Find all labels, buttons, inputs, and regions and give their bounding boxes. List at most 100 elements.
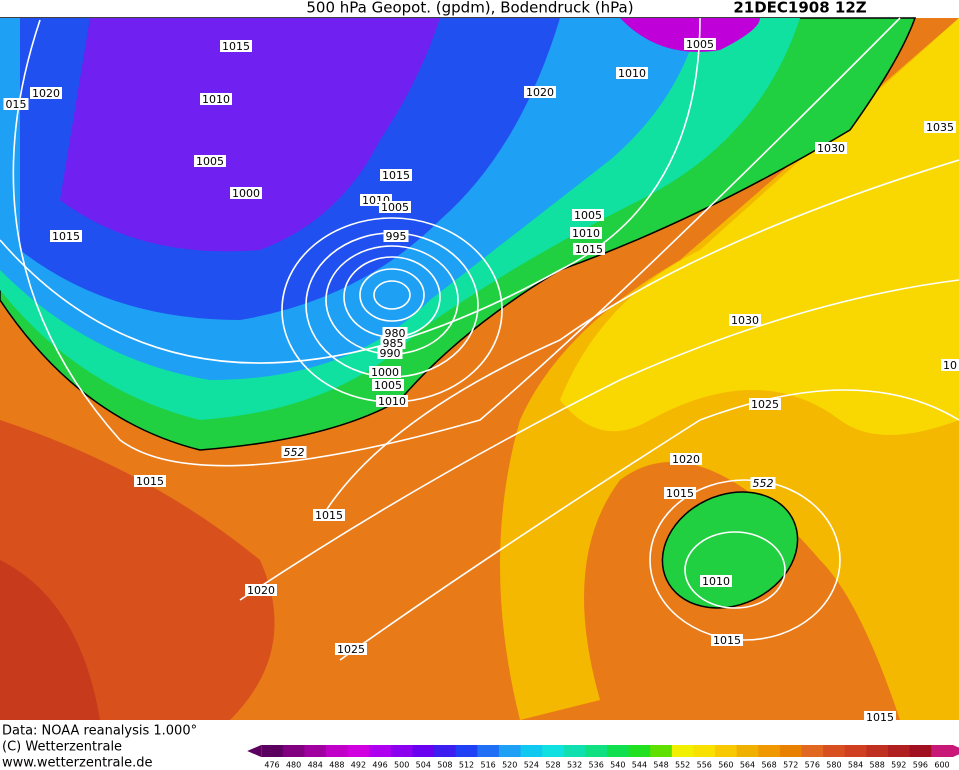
legend-label: 552 <box>675 761 690 770</box>
isobar-label: 995 <box>386 230 407 243</box>
legend-label: 592 <box>891 761 906 770</box>
isobar-label-box <box>750 477 776 489</box>
isobar-label: 1015 <box>713 634 741 647</box>
legend-swatch <box>887 745 911 757</box>
isobar-label: 990 <box>380 347 401 360</box>
legend-label: 516 <box>480 761 495 770</box>
isobar-label-box <box>729 314 761 326</box>
legend-label: 568 <box>761 761 776 770</box>
legend-label: 492 <box>351 761 366 770</box>
isobar-label-box <box>572 209 604 221</box>
isobar-label-box <box>924 121 956 133</box>
legend-label: 532 <box>567 761 582 770</box>
legend-arrow-left <box>247 745 262 757</box>
isobar-label: 1015 <box>315 509 343 522</box>
legend-swatch <box>823 745 846 757</box>
isobar-label: 1015 <box>866 711 894 724</box>
isobar-label-box <box>372 379 404 391</box>
isobar-label-box <box>864 711 896 723</box>
legend-swatch <box>412 745 435 757</box>
legend-label: 600 <box>934 761 949 770</box>
map-field <box>0 17 959 720</box>
legend-label: 576 <box>805 761 820 770</box>
isobar-label: 1030 <box>817 142 845 155</box>
isobar-label-box <box>815 142 847 154</box>
legend-swatch <box>650 745 673 757</box>
legend-swatch <box>715 745 738 757</box>
isobar-label: 10 <box>943 359 957 372</box>
isobar-label-box <box>383 230 409 242</box>
legend-swatch <box>369 745 392 757</box>
legend-arrow-right <box>952 745 959 757</box>
isobar-label: 985 <box>383 337 404 350</box>
isobar-label-box <box>380 337 406 349</box>
isobar-label: 552 <box>284 446 305 459</box>
legend-label: 520 <box>502 761 517 770</box>
isobar-label-box <box>376 395 408 407</box>
isobar-label: 1015 <box>136 475 164 488</box>
legend-swatch <box>563 745 586 757</box>
legend-label: 580 <box>826 761 841 770</box>
isobar-label: 1015 <box>382 169 410 182</box>
isobar-label: 980 <box>385 327 406 340</box>
isobar-label: 1025 <box>751 398 779 411</box>
legend-label: 488 <box>329 761 344 770</box>
map-date: 21DEC1908 12Z <box>733 0 866 17</box>
legend-label: 528 <box>545 761 560 770</box>
footer-line: Data: NOAA reanalysis 1.000° <box>2 724 197 739</box>
legend-label: 512 <box>459 761 474 770</box>
legend-label: 584 <box>848 761 863 770</box>
legend-swatch <box>434 745 457 757</box>
legend-swatch <box>844 745 867 757</box>
legend-swatch <box>931 745 954 757</box>
isobar-label-box <box>380 169 412 181</box>
legend-label: 496 <box>372 761 387 770</box>
isobar-label-box <box>245 584 277 596</box>
isobar-label: 1010 <box>702 575 730 588</box>
isobar-label-box <box>749 398 781 410</box>
legend-label: 588 <box>870 761 885 770</box>
isobar-label: 1010 <box>202 93 230 106</box>
isobar-label-box <box>281 446 307 458</box>
isobar-label: 1010 <box>378 395 406 408</box>
isobar-label-box <box>379 201 411 213</box>
isobar-label: 1020 <box>247 584 275 597</box>
legend-label: 476 <box>264 761 279 770</box>
isobar-label: 1015 <box>222 40 250 53</box>
legend-swatch <box>693 745 716 757</box>
legend-swatch <box>671 745 694 757</box>
legend-swatch <box>758 745 781 757</box>
isobar-label-box <box>134 475 166 487</box>
footer-line: www.wetterzentrale.de <box>2 756 152 770</box>
legend-label: 536 <box>589 761 604 770</box>
legend-swatch <box>326 745 349 757</box>
isobar-label: 552 <box>753 477 774 490</box>
legend-label: 480 <box>286 761 301 770</box>
legend-swatch <box>390 745 413 757</box>
isobar-label: 1015 <box>666 487 694 500</box>
legend-label: 560 <box>718 761 733 770</box>
legend-swatch <box>261 745 284 757</box>
isobar-label-box <box>377 347 403 359</box>
isobar-label-box <box>335 643 367 655</box>
isobar-label-box <box>200 93 232 105</box>
legend-label: 500 <box>394 761 409 770</box>
legend-swatch <box>282 745 305 757</box>
legend-swatch <box>779 745 803 757</box>
legend-label: 540 <box>610 761 625 770</box>
isobar-label-box <box>194 155 226 167</box>
legend-label: 524 <box>524 761 539 770</box>
isobar-label: 1020 <box>32 87 60 100</box>
isobar-label-box <box>700 575 732 587</box>
legend-swatch <box>304 745 327 757</box>
map-title: 500 hPa Geopot. (gpdm), Bodendruck (hPa) <box>306 0 633 17</box>
isobar-label-box <box>670 453 702 465</box>
isobar-label: 1000 <box>232 187 260 200</box>
legend-swatch <box>607 745 630 757</box>
legend-label: 508 <box>437 761 452 770</box>
footer-line: (C) Wetterzentrale <box>2 740 122 755</box>
isobar-label: 1035 <box>926 121 954 134</box>
legend-swatch <box>585 745 608 757</box>
legend-swatch <box>455 745 478 757</box>
